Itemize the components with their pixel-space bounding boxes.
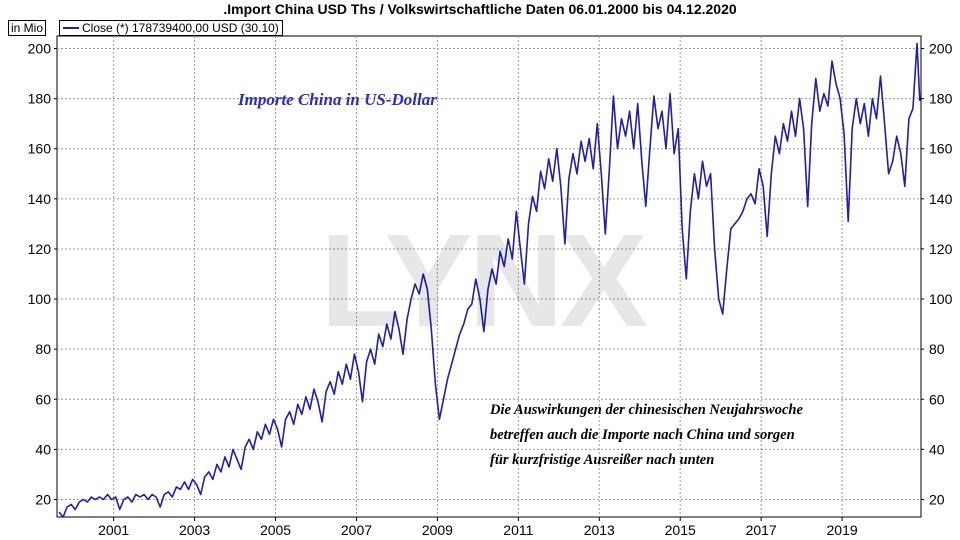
x-tick-label: 2003 [179, 522, 210, 538]
y-tick-label-right: 40 [929, 441, 945, 457]
series-close [58, 42, 921, 518]
y-tick-label-left: 60 [35, 391, 51, 407]
y-tick-label-left: 140 [28, 191, 52, 207]
chart-title: .Import China USD Ths / Volkswirtschaftl… [223, 1, 737, 17]
x-tick-label: 2019 [827, 522, 858, 538]
x-tick-label: 2017 [746, 522, 777, 538]
annotation-line: für kurzfristige Ausreißer nach unten [490, 452, 715, 468]
annotation-line: Die Auswirkungen der chinesischen Neujah… [490, 402, 803, 418]
y-tick-label-right: 20 [929, 491, 945, 507]
grid-lines [57, 36, 921, 517]
legend: Close (*) 178739400,00 USD (30.10) [59, 20, 283, 36]
x-tick-label: 2015 [665, 522, 696, 538]
x-tick-label: 2013 [584, 522, 615, 538]
y-axis-unit-label: in Mio [8, 20, 47, 36]
y-tick-label-right: 180 [929, 91, 953, 107]
annotation-line: betreffen auch die Importe nach China un… [490, 427, 795, 443]
y-tick-label-right: 120 [929, 241, 953, 257]
y-tick-label-left: 80 [35, 341, 51, 357]
y-axis-right: 20 40 60 80 100 120 140 160 180 200 [921, 41, 953, 507]
y-tick-label-left: 180 [28, 91, 52, 107]
y-tick-label-left: 40 [35, 441, 51, 457]
y-tick-label-right: 200 [929, 41, 953, 57]
x-axis: 2001 2003 2005 2007 2009 2011 2013 2015 2017 2019 [98, 517, 858, 538]
y-tick-label-right: 160 [929, 141, 953, 157]
x-tick-label: 2001 [98, 522, 129, 538]
y-tick-label-left: 160 [28, 141, 52, 157]
watermark: LYNX [320, 207, 648, 354]
x-tick-label: 2005 [260, 522, 291, 538]
legend-swatch [63, 27, 79, 29]
y-tick-label-right: 80 [929, 341, 945, 357]
legend-label: Close (*) 178739400,00 USD (30.10) [82, 21, 279, 35]
y-tick-label-left: 120 [28, 241, 52, 257]
y-tick-label-right: 140 [929, 191, 953, 207]
series-line [58, 42, 921, 518]
y-tick-label-right: 100 [929, 291, 953, 307]
y-tick-label-right: 60 [929, 391, 945, 407]
x-tick-label: 2007 [341, 522, 372, 538]
y-axis-left: 20 40 60 80 100 120 140 160 180 200 [28, 41, 57, 507]
plot-frame [56, 35, 922, 518]
y-tick-label-left: 200 [28, 41, 52, 57]
x-tick-label: 2009 [422, 522, 453, 538]
x-tick-label: 2011 [503, 522, 533, 538]
y-tick-label-left: 20 [35, 491, 51, 507]
annotation-title: Importe China in US-Dollar [238, 90, 437, 109]
y-tick-label-left: 100 [28, 291, 52, 307]
annotation-body: Die Auswirkungen der chinesischen Neujah… [490, 398, 910, 473]
